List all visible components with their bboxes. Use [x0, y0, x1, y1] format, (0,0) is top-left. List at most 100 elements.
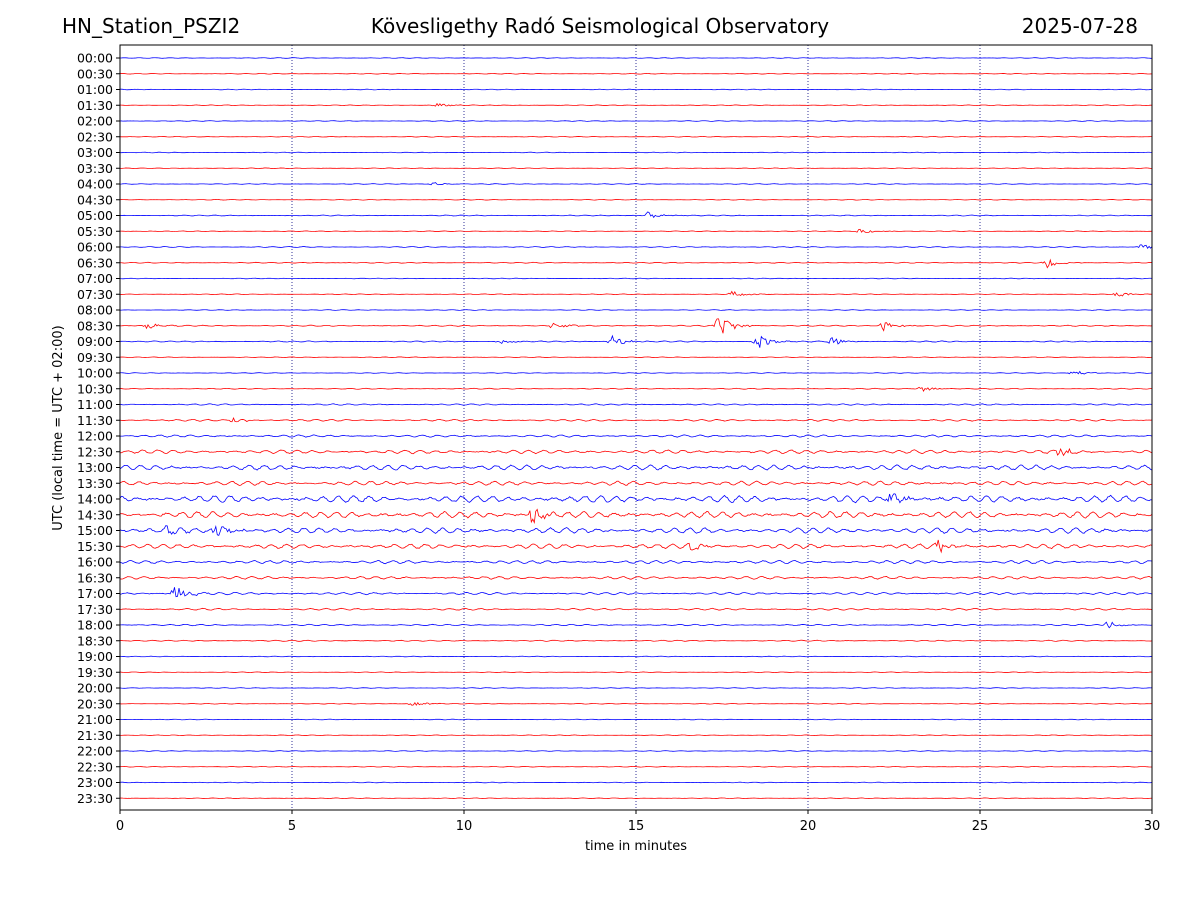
trace-0600 — [119, 244, 1153, 249]
y-tick-label: 21:30 — [77, 728, 113, 743]
y-tick-label: 22:30 — [77, 759, 113, 774]
y-tick-label: 07:30 — [77, 287, 113, 302]
y-axis-label: UTC (local time = UTC + 02:00) — [51, 325, 66, 530]
trace-0300 — [119, 151, 1153, 154]
trace-2030 — [119, 702, 1153, 706]
y-tick-label: 18:00 — [77, 618, 113, 633]
y-tick-label: 18:30 — [77, 633, 113, 648]
y-tick-label: 04:30 — [77, 192, 113, 207]
x-axis-label: time in minutes — [585, 839, 687, 854]
station-name: HN_Station_PSZI2 — [62, 14, 241, 38]
trace-0100 — [119, 88, 1153, 91]
trace-0700 — [119, 277, 1153, 280]
y-tick-label: 08:30 — [77, 318, 113, 333]
y-tick-label: 20:00 — [77, 681, 113, 696]
trace-2000 — [119, 687, 1153, 689]
y-tick-label: 00:00 — [77, 51, 113, 66]
trace-2100 — [119, 718, 1153, 721]
y-tick-label: 10:00 — [77, 366, 113, 381]
chart-title: Kövesligethy Radó Seismological Observat… — [370, 14, 830, 38]
trace-2130 — [119, 734, 1153, 737]
x-tick-label: 30 — [1144, 819, 1161, 834]
trace-0000 — [119, 57, 1153, 59]
y-tick-label: 19:30 — [77, 665, 113, 680]
y-tick-label: 03:30 — [77, 161, 113, 176]
y-tick-label: 00:30 — [77, 66, 113, 81]
trace-0200 — [119, 120, 1153, 122]
trace-2200 — [119, 750, 1153, 752]
trace-1800 — [119, 621, 1153, 629]
trace-1230 — [119, 447, 1153, 457]
y-tick-label: 05:30 — [77, 224, 113, 239]
x-tick-label: 15 — [628, 819, 645, 834]
y-tick-label: 06:30 — [77, 255, 113, 270]
trace-0130 — [119, 102, 1153, 107]
y-tick-label: 02:00 — [77, 114, 113, 129]
y-tick-label: 07:00 — [77, 271, 113, 286]
y-tick-label: 01:00 — [77, 82, 113, 97]
y-tick-label: 13:00 — [77, 460, 113, 475]
trace-0800 — [119, 309, 1153, 311]
y-tick-label: 02:30 — [77, 129, 113, 144]
trace-1630 — [119, 575, 1153, 580]
trace-1000 — [119, 370, 1153, 375]
y-tick-label: 13:30 — [77, 476, 113, 491]
x-tick-label: 25 — [972, 819, 989, 834]
y-tick-label: 23:00 — [77, 775, 113, 790]
x-tick-label: 0 — [116, 819, 124, 834]
trace-0030 — [119, 72, 1153, 75]
trace-1300 — [119, 464, 1153, 471]
y-tick-label: 01:30 — [77, 98, 113, 113]
trace-1900 — [119, 655, 1153, 658]
trace-0230 — [119, 135, 1152, 138]
x-tick-label: 5 — [288, 819, 296, 834]
trace-0500 — [119, 211, 1153, 219]
trace-1930 — [119, 671, 1153, 673]
trace-1530 — [119, 539, 1153, 554]
trace-1030 — [119, 386, 1153, 393]
y-tick-label: 19:00 — [77, 649, 113, 664]
trace-0830 — [119, 318, 1153, 334]
y-tick-label: 17:30 — [77, 602, 113, 617]
y-tick-label: 10:30 — [77, 381, 113, 396]
y-tick-label: 16:30 — [77, 570, 113, 585]
trace-0730 — [119, 290, 1153, 297]
trace-1730 — [119, 607, 1153, 611]
x-tick-label: 10 — [456, 819, 473, 834]
trace-0530 — [119, 228, 1153, 233]
y-tick-label: 17:00 — [77, 586, 113, 601]
y-tick-label: 04:00 — [77, 177, 113, 192]
trace-1830 — [119, 639, 1153, 642]
trace-1700 — [119, 587, 1153, 598]
trace-2230 — [119, 766, 1153, 768]
y-tick-label: 09:00 — [77, 334, 113, 349]
y-tick-label: 12:00 — [77, 429, 113, 444]
trace-1200 — [119, 434, 1153, 438]
trace-1400 — [119, 493, 1153, 504]
trace-1600 — [119, 559, 1153, 565]
trace-0430 — [119, 199, 1153, 201]
y-tick-labels: 00:0000:3001:0001:3002:0002:3003:0003:30… — [77, 51, 120, 806]
trace-0930 — [119, 356, 1153, 359]
y-tick-label: 14:30 — [77, 507, 113, 522]
trace-layer — [119, 57, 1153, 800]
y-tick-label: 12:30 — [77, 444, 113, 459]
chart-date: 2025-07-28 — [1021, 14, 1138, 38]
trace-1130 — [119, 417, 1153, 423]
y-tick-label: 08:00 — [77, 303, 113, 318]
trace-2300 — [119, 781, 1153, 784]
grid-layer — [291, 45, 981, 810]
y-tick-label: 03:00 — [77, 145, 113, 160]
trace-1100 — [119, 403, 1153, 406]
y-tick-label: 11:30 — [77, 413, 113, 428]
y-tick-label: 14:00 — [77, 492, 113, 507]
y-tick-label: 05:00 — [77, 208, 113, 223]
trace-1430 — [119, 508, 1153, 524]
trace-2330 — [119, 797, 1153, 800]
trace-0630 — [119, 258, 1152, 269]
y-tick-label: 11:00 — [77, 397, 113, 412]
trace-0330 — [119, 167, 1153, 170]
trace-0900 — [119, 334, 1153, 348]
trace-1500 — [119, 524, 1153, 536]
